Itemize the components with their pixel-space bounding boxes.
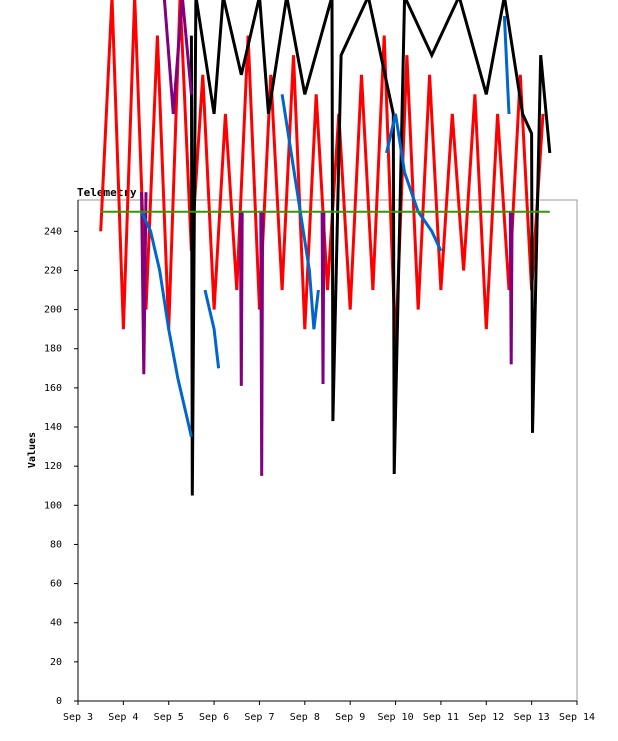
y-tick-label: 100: [44, 500, 62, 511]
x-tick-label: Sep 8: [290, 712, 320, 723]
x-tick-label: Sep 11: [423, 712, 459, 723]
x-tick-label: Sep 13: [514, 712, 550, 723]
x-tick-label: Sep 6: [199, 712, 229, 723]
y-tick-label: 20: [50, 657, 62, 668]
series-line: [140, 15, 511, 438]
x-tick-label: Sep 10: [377, 712, 413, 723]
series-line: [140, 0, 514, 476]
x-tick-label: Sep 12: [468, 712, 504, 723]
y-tick-label: 200: [44, 305, 62, 316]
y-tick-label: 180: [44, 344, 62, 355]
x-tick-label: Sep 14: [559, 712, 595, 723]
x-tick-label: Sep 4: [108, 712, 138, 723]
chart-title: Telemetry: [77, 186, 137, 199]
x-tick-label: Sep 3: [63, 712, 93, 723]
series-line: [189, 0, 552, 496]
y-tick-label: 160: [44, 383, 62, 394]
y-tick-label: 220: [44, 265, 62, 276]
y-tick-label: 0: [56, 696, 62, 707]
x-tick-label: Sep 9: [335, 712, 365, 723]
y-tick-label: 140: [44, 422, 62, 433]
x-tick-label: Sep 7: [244, 712, 274, 723]
y-axis-label: Values: [27, 432, 38, 468]
x-tick-label: Sep 5: [154, 712, 184, 723]
y-tick-label: 60: [50, 579, 62, 590]
series-line: [99, 0, 545, 349]
y-tick-label: 120: [44, 461, 62, 472]
y-tick-label: 80: [50, 539, 62, 550]
y-tick-label: 40: [50, 618, 62, 629]
y-tick-label: 240: [44, 226, 62, 237]
